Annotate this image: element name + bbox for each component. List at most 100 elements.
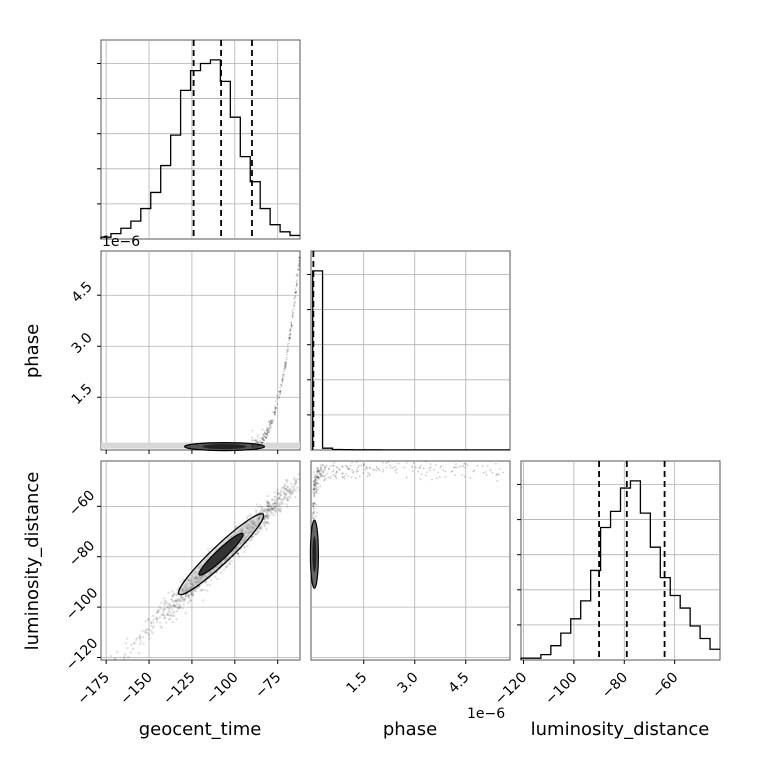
scatter-point [433, 468, 435, 471]
scatter-point [266, 508, 269, 511]
scatter-point [228, 560, 231, 563]
scatter-point [157, 609, 160, 613]
scatter-point [378, 469, 381, 472]
scatter-point [270, 422, 273, 425]
scatter-point [334, 475, 336, 478]
scatter-point [173, 604, 177, 608]
scatter-point [256, 441, 259, 444]
scatter-point [158, 621, 162, 624]
scatter-point [284, 478, 288, 482]
contour-inner [202, 444, 247, 450]
scatter-point [276, 491, 280, 494]
scatter-point [279, 494, 283, 497]
scatter-point [263, 507, 267, 510]
scatter-point [278, 396, 281, 399]
scatter-point [376, 467, 379, 470]
scatter-point [272, 502, 275, 505]
scatter-point [489, 469, 492, 471]
scatter-point [224, 565, 227, 569]
scatter-point [215, 571, 218, 574]
scatter-point [444, 470, 447, 473]
scatter-point [314, 475, 317, 478]
scatter-point [279, 489, 283, 492]
scatter-point [293, 300, 296, 303]
scatter-point [285, 360, 287, 363]
scatter-point [267, 501, 270, 504]
scatter-point [312, 502, 315, 505]
scatter-point [314, 485, 317, 488]
scatter-point [266, 430, 269, 433]
scatter-point [251, 429, 254, 432]
scatter-point [285, 363, 287, 366]
scatter-point [312, 488, 315, 491]
scatter-point [255, 439, 258, 442]
scatter-point [179, 580, 182, 583]
scatter-point [484, 471, 487, 473]
scatter-point [252, 444, 255, 447]
scatter-point [314, 478, 317, 481]
scatter-point [316, 482, 319, 484]
scatter-point [315, 479, 318, 482]
scatter-point [273, 411, 276, 413]
scatter-point [315, 503, 318, 506]
scatter-point [179, 606, 182, 609]
scatter-point [273, 505, 276, 509]
scatter-point [266, 429, 268, 432]
scatter-point [315, 489, 318, 492]
scatter-point [222, 568, 226, 571]
scatter-point [287, 490, 291, 494]
scatter-point [161, 613, 164, 616]
scatter-point [311, 530, 314, 533]
scatter-point [338, 469, 341, 471]
scatter-point [294, 481, 298, 484]
scatter-luminosity-distance-vs-phase-panel [309, 460, 511, 664]
scatter-point [264, 509, 267, 512]
contour-inner [198, 532, 244, 576]
scatter-point [321, 474, 323, 476]
scatter-point [320, 468, 323, 471]
scatter-point [286, 343, 289, 345]
scatter-point [243, 546, 246, 550]
scatter-point [266, 516, 269, 520]
scatter-point [317, 478, 320, 480]
scatter-point [267, 508, 270, 511]
contour-inner [312, 536, 317, 573]
scatter-point [403, 466, 406, 469]
panel-frame [310, 250, 511, 451]
scatter-point [162, 607, 166, 611]
scatter-point [295, 282, 298, 285]
scatter-point [289, 337, 291, 340]
scatter-point [385, 462, 388, 464]
scatter-point [265, 429, 268, 432]
scatter-point [272, 514, 275, 517]
scatter-point [323, 478, 326, 481]
scatter-point [419, 467, 422, 470]
scatter-point [262, 508, 265, 511]
scatter-point [172, 603, 175, 607]
scatter-point [208, 583, 212, 587]
scatter-point [269, 427, 272, 430]
scatter-point [314, 519, 317, 522]
scatter-point [324, 469, 326, 472]
scatter-point [316, 475, 319, 478]
scatter-point [266, 429, 269, 432]
scatter-point [278, 492, 281, 495]
scatter-point [263, 433, 266, 435]
scatter-point [338, 467, 341, 470]
scatter-point [262, 433, 265, 436]
scatter-point [392, 466, 394, 469]
scatter-point [322, 469, 325, 472]
scatter-point [288, 336, 291, 339]
scatter-point [266, 514, 270, 517]
scatter-point [288, 334, 291, 337]
scatter-point [155, 620, 159, 624]
x-tick-label: −120 [492, 670, 531, 709]
scatter-point [181, 598, 184, 601]
scatter-point [313, 493, 316, 496]
scatter-point [293, 478, 296, 481]
scatter-point [252, 535, 255, 538]
scatter-point [189, 592, 193, 596]
scatter-point [313, 488, 316, 491]
scatter-point [123, 657, 126, 661]
